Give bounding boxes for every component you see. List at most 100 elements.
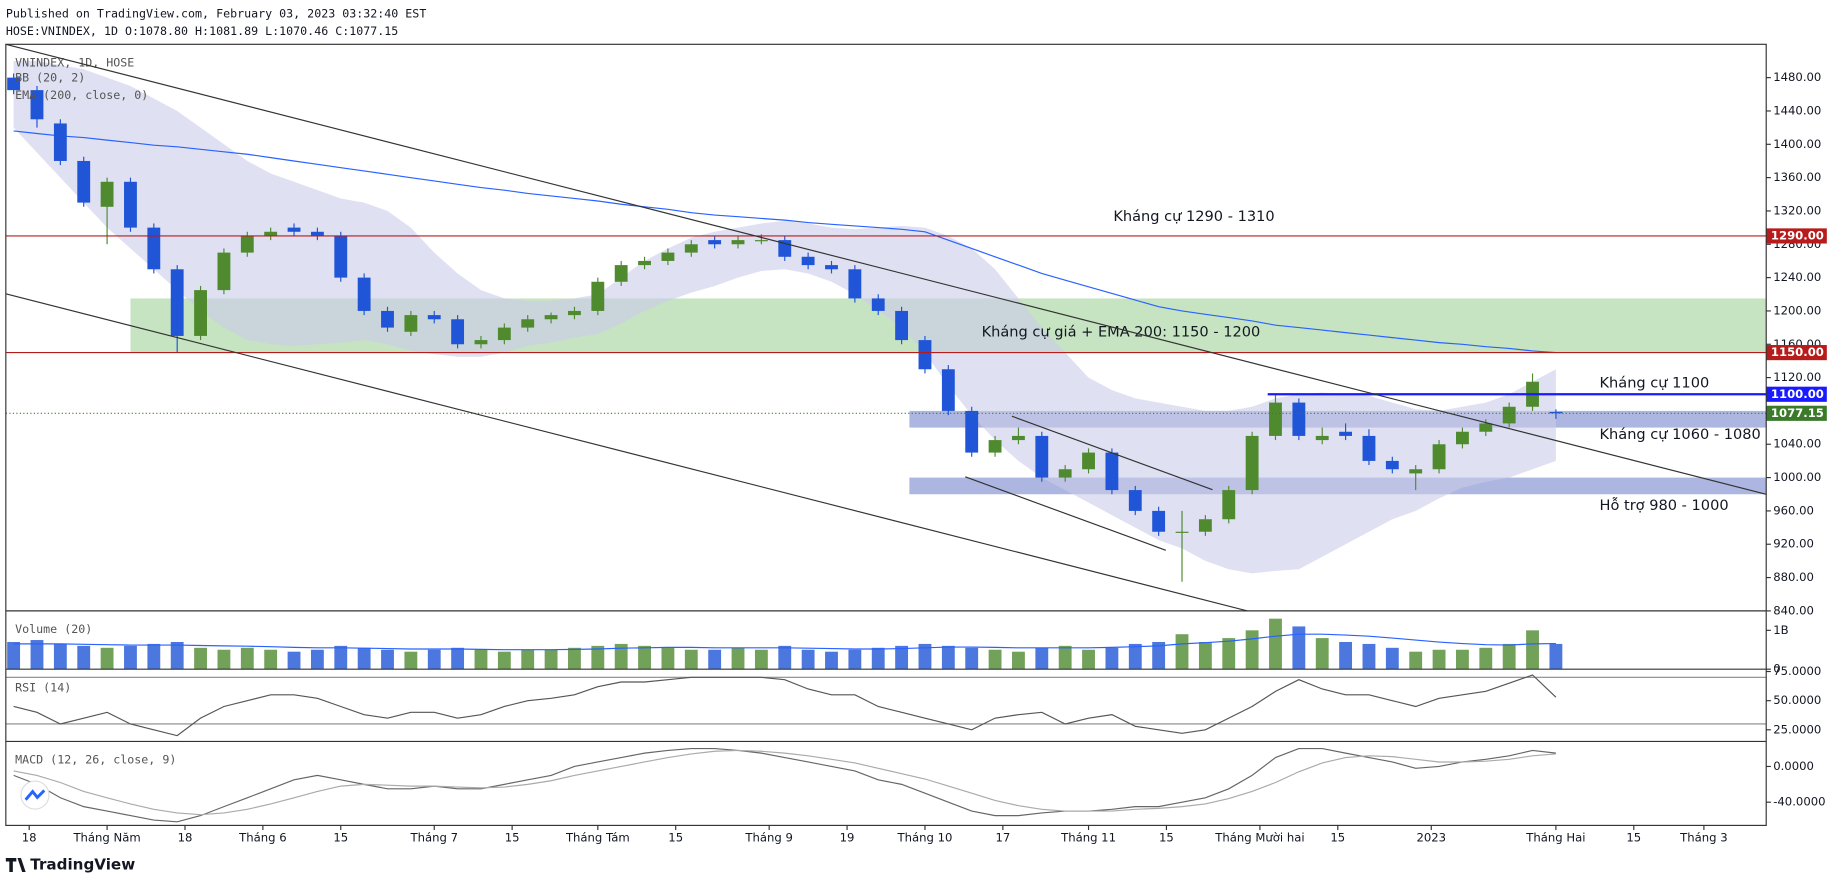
volume-bar xyxy=(1245,630,1259,670)
chart-area: 840.00 880.00 920.00 960.00 1000.00 1040.00 10… xyxy=(5,55,1827,845)
volume-bar xyxy=(965,647,979,670)
candle-body xyxy=(825,265,838,270)
candle-body xyxy=(918,340,932,370)
candle-body xyxy=(1198,519,1212,532)
candle-body xyxy=(1058,469,1072,478)
volume-bar xyxy=(124,645,137,670)
volume-bar xyxy=(1479,647,1493,670)
candle-body xyxy=(1012,435,1025,441)
y-tick-label: 1480.00 xyxy=(1773,70,1821,84)
y-tick-label: 75.0000 xyxy=(1773,664,1821,678)
x-tick-label: 18 xyxy=(178,831,193,845)
y-tick-label: 920.00 xyxy=(1773,537,1814,551)
y-tick-label: 1440.00 xyxy=(1773,103,1821,117)
y-tick-label: -40.0000 xyxy=(1773,795,1825,809)
candle-body xyxy=(1432,444,1446,470)
volume-bar xyxy=(731,647,745,670)
ema-line xyxy=(13,130,1556,354)
candle-body xyxy=(240,235,254,253)
price-pane xyxy=(5,60,1767,582)
volume-bar xyxy=(427,649,441,670)
candle-body xyxy=(217,252,231,291)
candle-body xyxy=(801,256,815,266)
y-tick-label: 840.00 xyxy=(1773,603,1814,617)
y-tick-label: 1000.00 xyxy=(1773,470,1821,484)
volume-bar xyxy=(1502,643,1516,670)
volume-bar xyxy=(1362,643,1376,670)
y-tick-label: 0 xyxy=(1773,662,1780,676)
volume-bar xyxy=(614,643,628,670)
volume-bar xyxy=(1152,641,1166,670)
annotation: Kháng cự giá + EMA 200: 1150 - 1200 xyxy=(982,323,1261,340)
volume-bar xyxy=(474,649,488,670)
x-tick-label: 15 xyxy=(505,831,520,845)
volume-bar xyxy=(497,651,511,670)
y-tick-label: 960.00 xyxy=(1773,503,1814,517)
price-tag xyxy=(1766,405,1827,421)
x-tick-label: 15 xyxy=(333,831,348,845)
symbol-line: HOSE:VNINDEX, 1D O:1078.80 H:1081.89 L:1… xyxy=(6,24,398,38)
pane-title: RSI (14) xyxy=(15,680,71,694)
volume-bar xyxy=(310,649,324,670)
signal-line xyxy=(13,749,1556,816)
price-tag-label: 1150.00 xyxy=(1771,345,1824,359)
candle-body xyxy=(404,315,418,332)
volume-bar xyxy=(7,641,21,670)
x-tick-label: 19 xyxy=(840,831,855,845)
trendline xyxy=(5,44,1767,495)
trendline xyxy=(965,476,1167,551)
candle-body xyxy=(1152,510,1166,532)
candle-body xyxy=(1222,490,1236,520)
brand-name: TradingView xyxy=(30,856,135,874)
annotation: Kháng cự 1060 - 1080 xyxy=(1600,426,1761,443)
x-tick-label: 15 xyxy=(1330,831,1345,845)
volume-bar xyxy=(1385,647,1399,670)
volume-bar xyxy=(591,645,605,670)
volume-bar xyxy=(1549,643,1563,670)
y-tick-label: 1120.00 xyxy=(1773,370,1821,384)
candle-body xyxy=(848,269,862,299)
price-tag-label: 1100.00 xyxy=(1771,387,1824,401)
candle-body xyxy=(708,240,722,245)
pane-title: Volume (20) xyxy=(15,622,92,636)
candle-body xyxy=(334,235,348,278)
bollinger-band xyxy=(13,60,1556,574)
volume-bar xyxy=(1292,626,1306,670)
volume-bar xyxy=(521,649,535,670)
volume-bar xyxy=(1456,649,1469,670)
candle-body xyxy=(1362,435,1376,461)
annotation: Kháng cự 1100 xyxy=(1600,375,1710,392)
y-tick-label: 1B xyxy=(1773,623,1788,637)
x-tick-label: Tháng Năm xyxy=(72,831,140,845)
candle-body xyxy=(544,315,558,320)
candle-body xyxy=(474,340,488,345)
volume-bar xyxy=(240,647,254,670)
y-tick-label: 1200.00 xyxy=(1773,303,1821,317)
volume-bar xyxy=(1222,638,1236,670)
candle-body xyxy=(451,319,465,345)
volume-bar xyxy=(895,645,909,670)
volume-bar xyxy=(1058,645,1072,670)
volume-ma xyxy=(13,633,1556,651)
x-tick-label: Tháng 10 xyxy=(897,831,953,845)
candle-body xyxy=(988,440,1002,453)
y-tick-label: 50.0000 xyxy=(1773,693,1821,707)
volume-bar xyxy=(1082,649,1095,670)
volume-bar xyxy=(287,651,301,670)
candle-body xyxy=(895,310,909,341)
candle-body xyxy=(287,227,301,232)
volume-bar xyxy=(77,645,91,670)
volume-bar xyxy=(871,647,885,670)
candle-body xyxy=(1456,431,1469,445)
candle-body xyxy=(53,123,67,161)
candle-body xyxy=(661,252,675,261)
x-tick-label: Tháng Tám xyxy=(565,831,630,845)
volume-bar xyxy=(1526,630,1539,670)
x-tick-label: Tháng Mười hai xyxy=(1214,831,1304,845)
volume-bar xyxy=(778,645,792,670)
trendlines xyxy=(5,44,1767,611)
floating-logo xyxy=(20,780,50,810)
candle-body xyxy=(1082,452,1095,470)
x-tick-label: 15 xyxy=(668,831,683,845)
